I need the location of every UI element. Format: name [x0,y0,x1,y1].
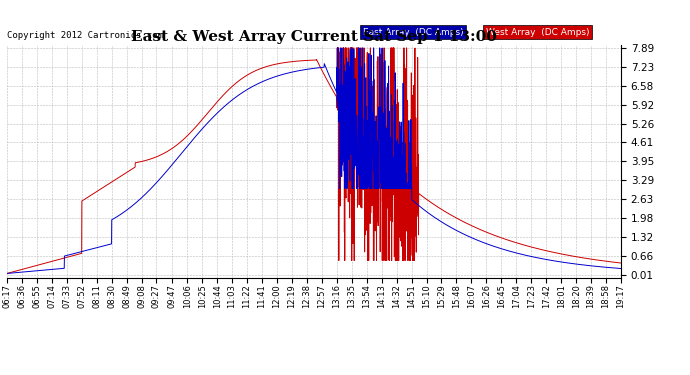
Title: East & West Array Current Sat Sep 1 13:00: East & West Array Current Sat Sep 1 13:0… [131,30,497,44]
Text: Copyright 2012 Cartronics.com: Copyright 2012 Cartronics.com [7,32,163,40]
Text: East Array  (DC Amps): East Array (DC Amps) [363,28,464,37]
Text: West Array  (DC Amps): West Array (DC Amps) [486,28,589,37]
